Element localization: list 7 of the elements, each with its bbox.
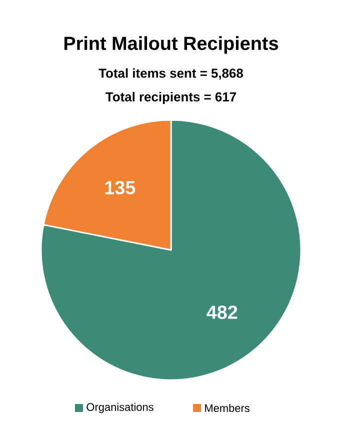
- legend-label: Organisations: [86, 402, 154, 414]
- text: Total recipients = 617: [106, 92, 236, 104]
- chart-subtitle: Total items sent = 5,868: [98, 68, 244, 80]
- data-label: 135: [105, 180, 136, 194]
- data-label: 482: [206, 306, 238, 319]
- chart-title: Print Mailout Recipients: [64, 36, 278, 54]
- legend-label: Members: [205, 404, 250, 412]
